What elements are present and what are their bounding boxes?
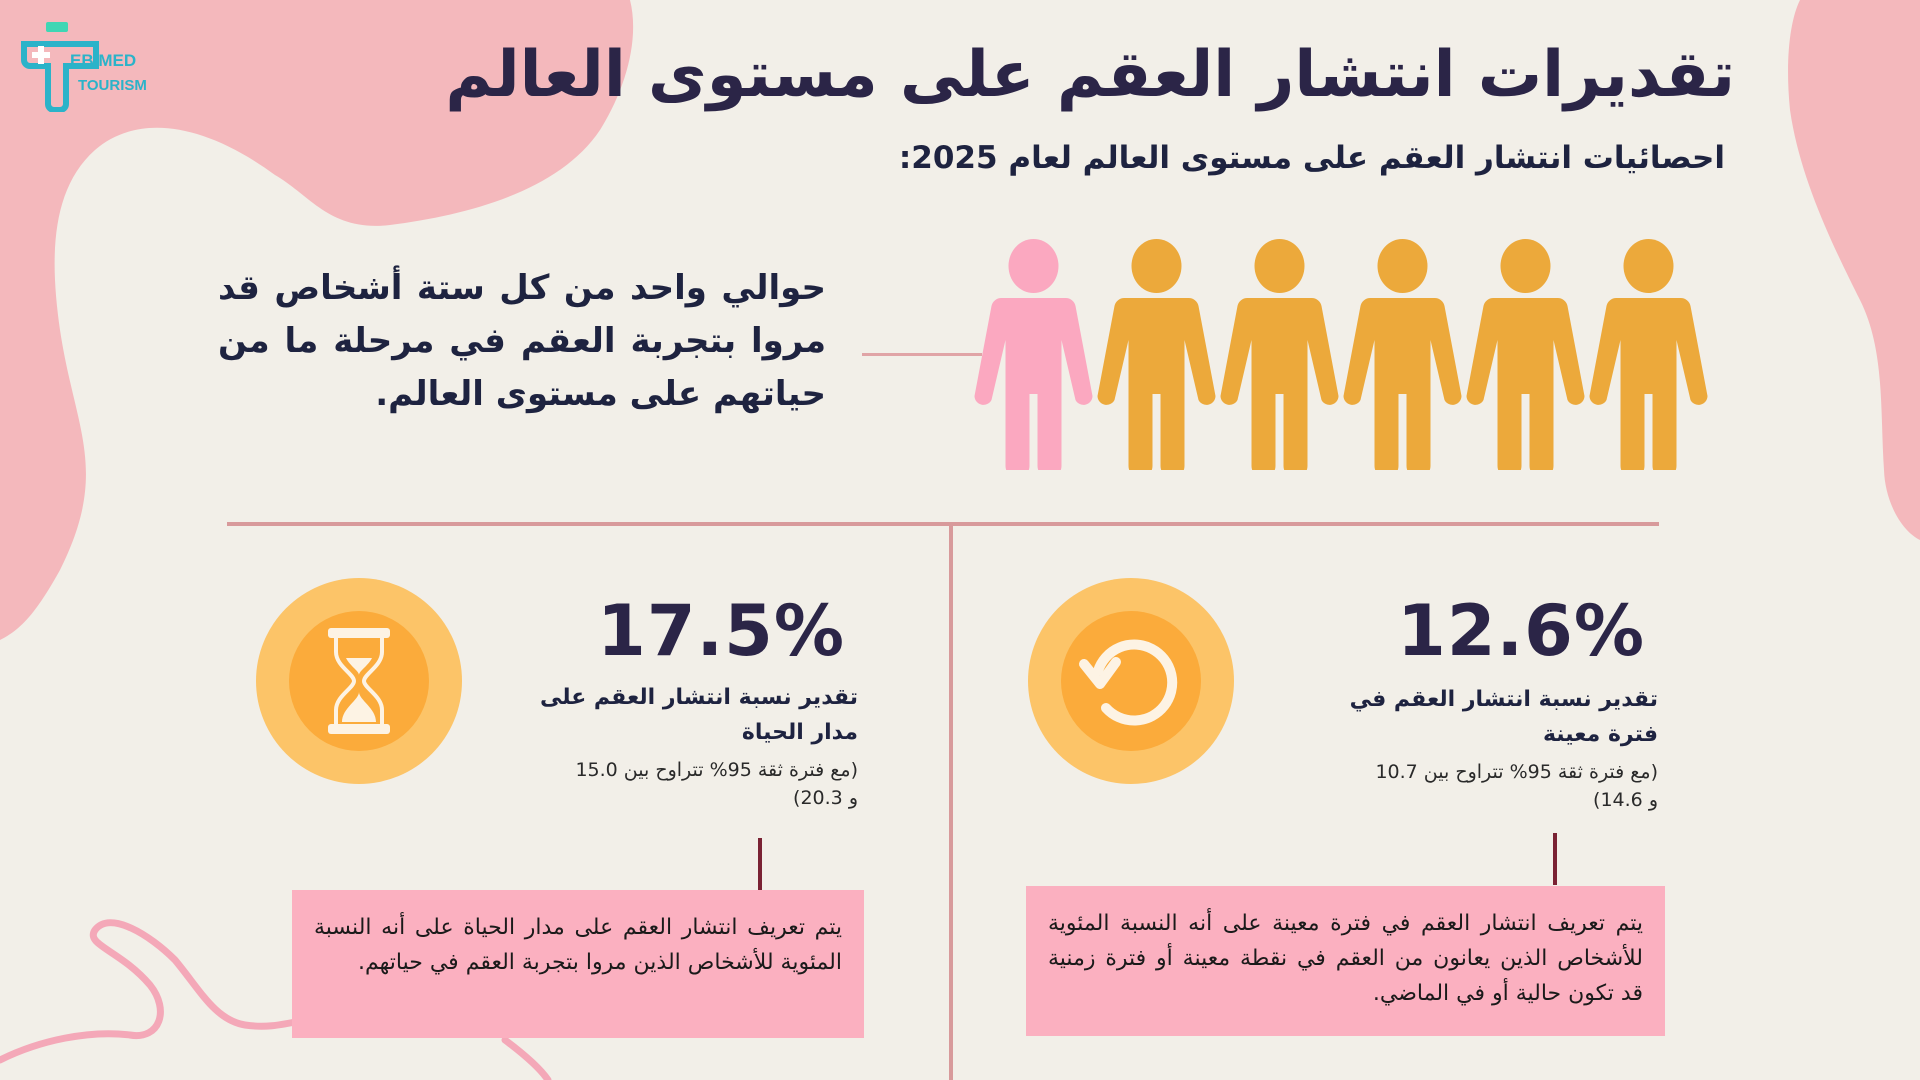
- svg-text:EB MED: EB MED: [70, 51, 136, 70]
- person-icon: [1220, 239, 1339, 470]
- people-pictogram: [972, 238, 1712, 470]
- callout-stem: [758, 838, 762, 890]
- person-icon: [1097, 239, 1216, 470]
- person-icon: [1589, 239, 1708, 470]
- section-divider-vertical: [949, 524, 953, 1080]
- page-subtitle: احصائيات انتشار العقم على مستوى العالم ل…: [898, 140, 1725, 176]
- right-edge-pink-blob: [1788, 0, 1920, 540]
- stat-badge: [1028, 578, 1234, 784]
- brand-logo: EB MED TOURISM: [18, 22, 168, 113]
- person-icon: [1466, 239, 1585, 470]
- person-icon: [1343, 239, 1462, 470]
- svg-text:TOURISM: TOURISM: [78, 77, 147, 94]
- section-divider-horizontal: [227, 522, 1659, 526]
- definition-box: يتم تعريف انتشار العقم في فترة معينة على…: [1026, 886, 1665, 1036]
- intro-statement: حوالي واحد من كل ستة أشخاص قد مروا بتجرب…: [218, 268, 826, 414]
- callout-stem: [1553, 833, 1557, 885]
- rotate-ccw-icon: [1079, 639, 1178, 726]
- page-title: تقديرات انتشار العقم على مستوى العالم: [445, 38, 1736, 112]
- intro-pointer-line: [862, 353, 982, 356]
- person-icon-highlighted: [974, 239, 1093, 470]
- stat-confidence-interval: (مع فترة ثقة 95% تتراوح بين 15.0 و 20.3): [575, 759, 858, 809]
- definition-text: يتم تعريف انتشار العقم في فترة معينة على…: [1048, 911, 1643, 1006]
- stat-label: تقدير نسبة انتشار العقم في فترة معينة: [1349, 687, 1658, 747]
- stat-value: 17.5%: [597, 590, 845, 672]
- stat-label: تقدير نسبة انتشار العقم على مدار الحياة: [539, 685, 858, 745]
- medical-cross-t-logo-icon: EB MED TOURISM: [21, 22, 147, 113]
- stat-value: 12.6%: [1397, 590, 1645, 672]
- pink-ribbon-squiggle: [0, 919, 552, 1080]
- top-left-pink-blob: [0, 0, 634, 640]
- stat-badge: [256, 578, 462, 784]
- definition-box: يتم تعريف انتشار العقم على مدار الحياة ع…: [292, 890, 864, 1038]
- stat-confidence-interval: (مع فترة ثقة 95% تتراوح بين 10.7 و 14.6): [1375, 761, 1658, 811]
- definition-text: يتم تعريف انتشار العقم على مدار الحياة ع…: [314, 915, 842, 975]
- hourglass-icon: [328, 628, 390, 734]
